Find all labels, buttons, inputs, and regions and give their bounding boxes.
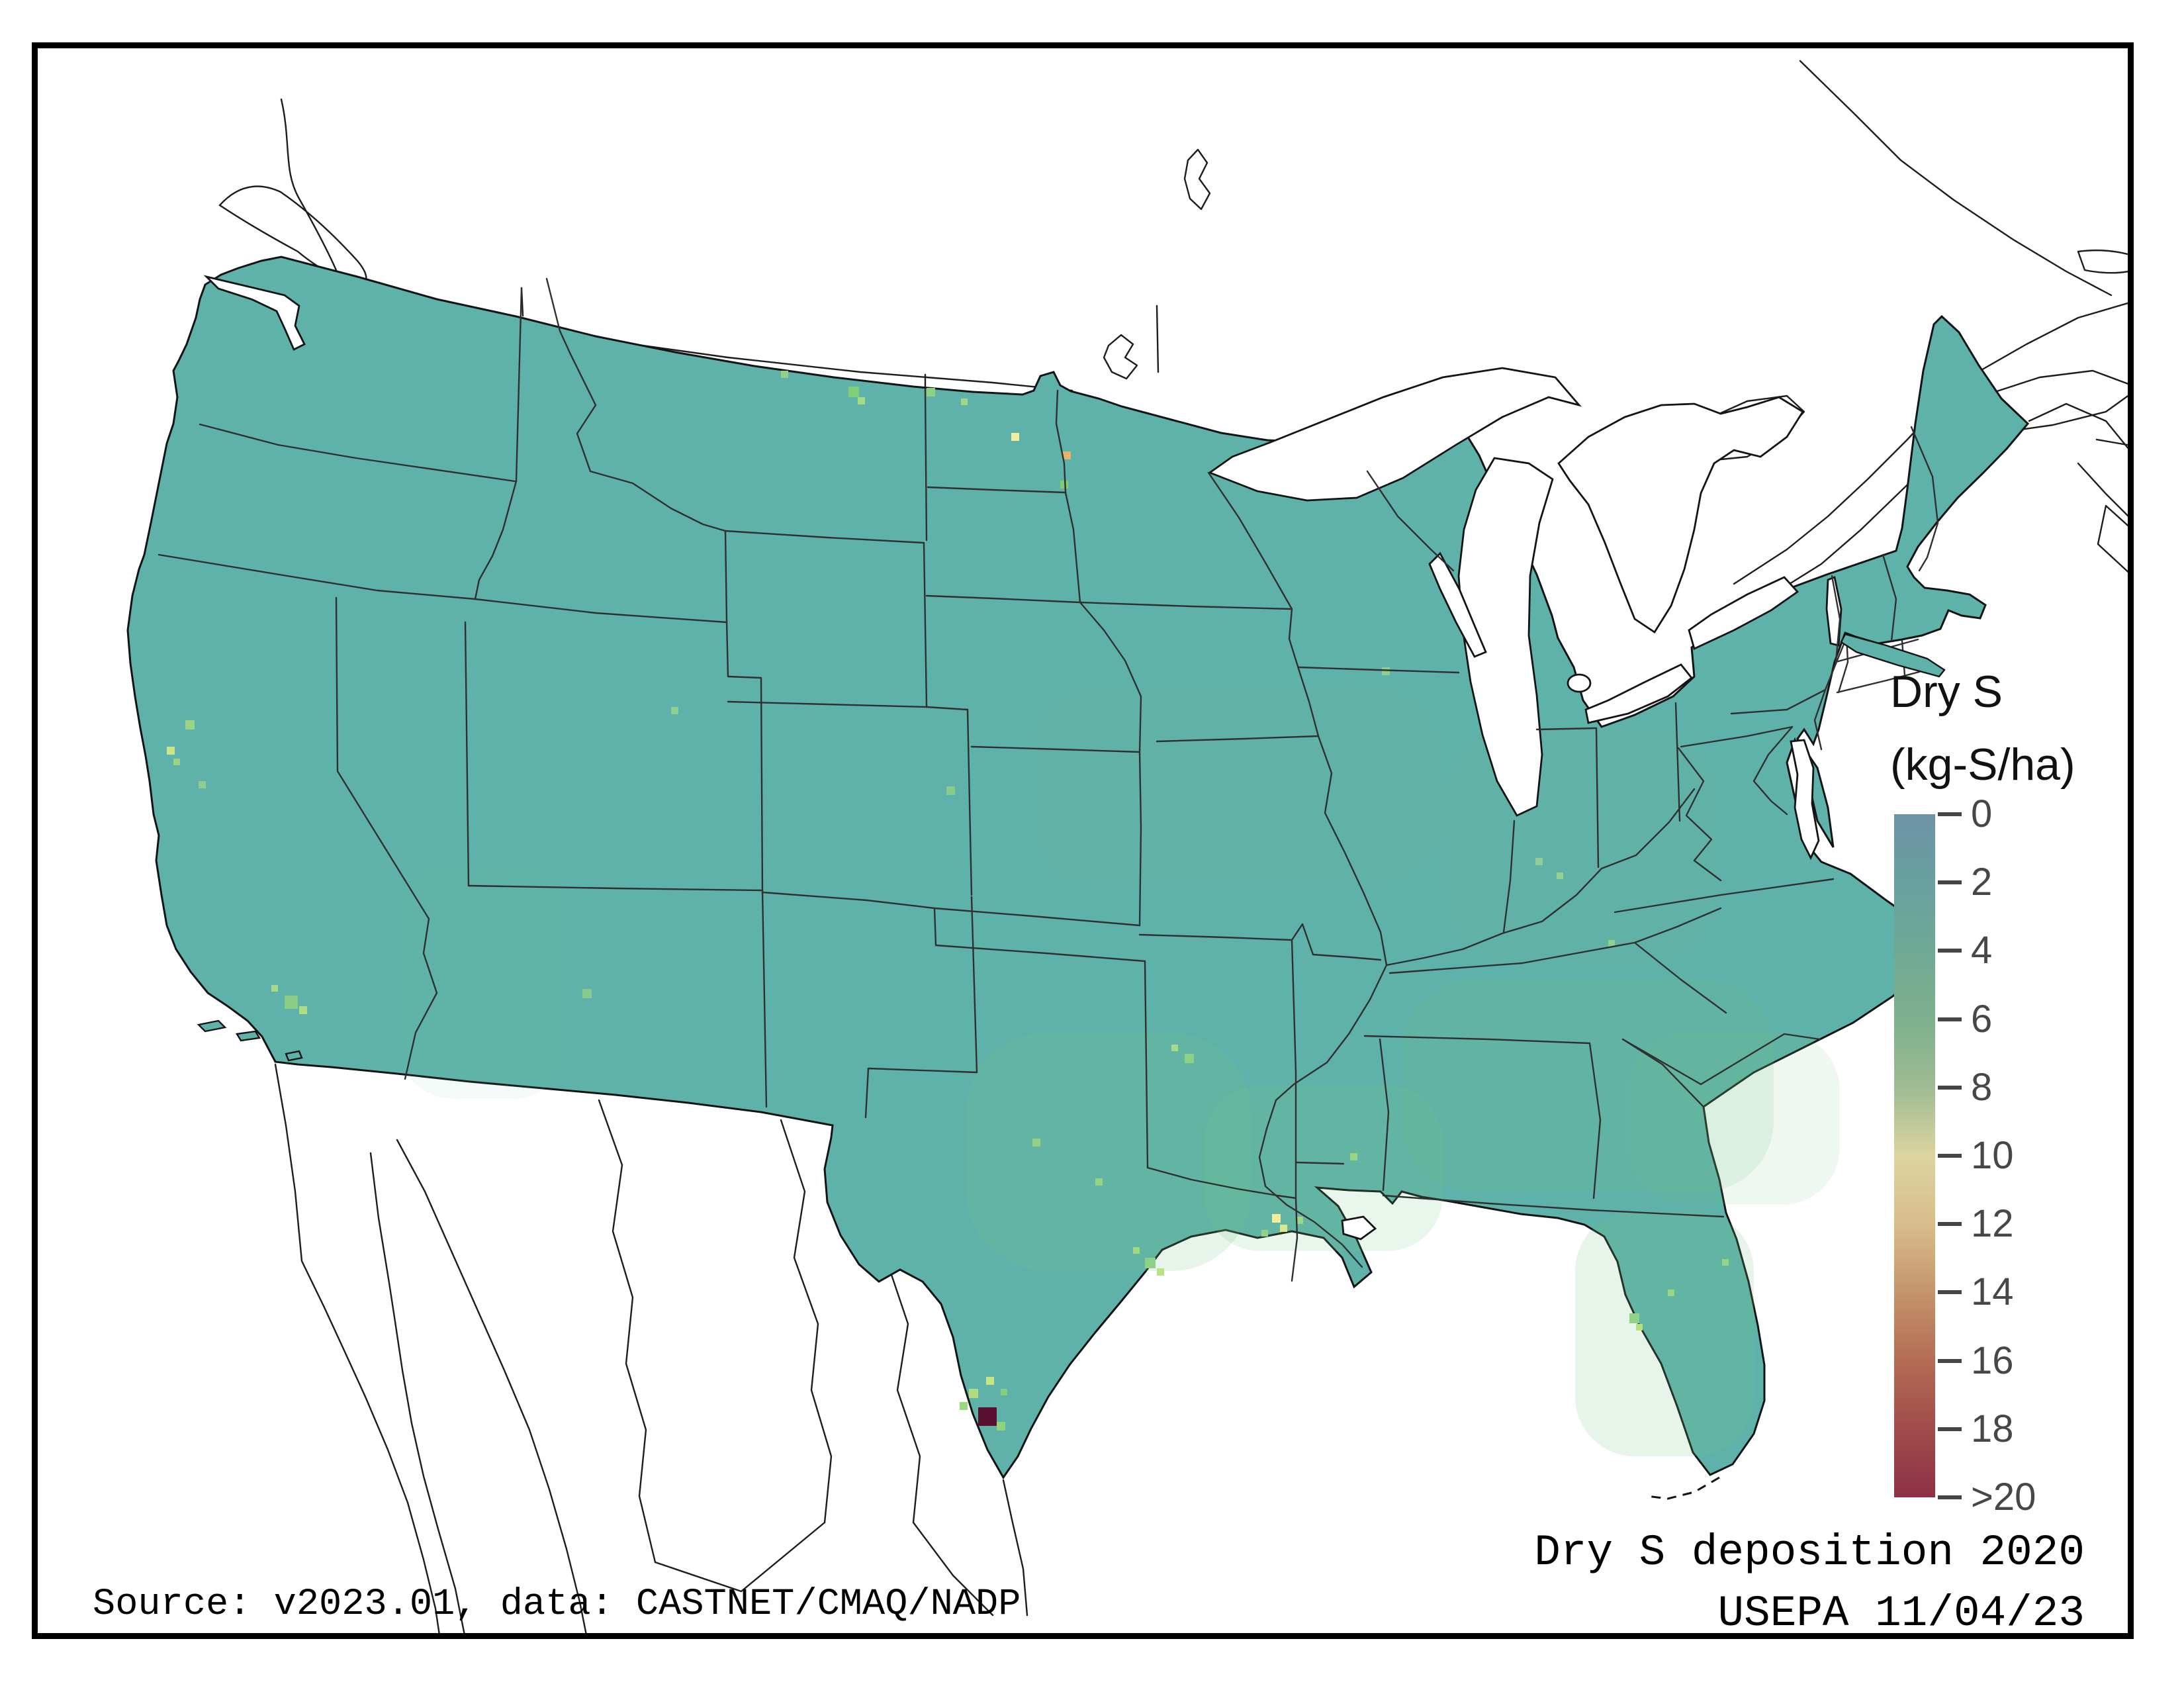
legend-tick-label: 10 <box>1971 1133 2014 1178</box>
legend-tick-mark <box>1938 1154 1962 1158</box>
tint-patch <box>1205 1086 1443 1251</box>
legend-tick-label: 14 <box>1971 1270 2014 1315</box>
legend-tick-mark <box>1938 1222 1962 1226</box>
us-deposition-map <box>0 0 2184 1688</box>
legend-title: Dry S (kg-S/ha) <box>1890 655 2075 801</box>
deposition-cell <box>1668 1289 1674 1296</box>
deposition-cell <box>1535 858 1543 865</box>
legend-title-line2: (kg-S/ha) <box>1890 728 2075 801</box>
legend-tick-mark <box>1938 949 1962 953</box>
tint-patch <box>1032 688 1443 887</box>
agency-date-label: USEPA 11/04/23 <box>1718 1589 2085 1638</box>
legend-tick-mark <box>1938 1495 1962 1499</box>
legend-tick-mark <box>1938 1017 1962 1021</box>
deposition-cell <box>946 786 955 795</box>
legend-tick-mark <box>1938 1290 1962 1294</box>
deposition-cell <box>1032 1139 1040 1147</box>
legend-tick-label: 18 <box>1971 1407 2014 1452</box>
deposition-cell <box>997 1422 1005 1430</box>
deposition-cell <box>960 1402 968 1410</box>
legend-tick-mark <box>1938 880 1962 884</box>
tint-patch <box>1575 1211 1754 1456</box>
deposition-cell <box>1272 1214 1281 1223</box>
deposition-cell <box>781 371 788 378</box>
source-attribution: Source: v2023.01, data: CASTNET/CMAQ/NAD… <box>93 1583 1021 1626</box>
legend-title-line1: Dry S <box>1890 655 2075 728</box>
deposition-cell <box>1185 1054 1194 1063</box>
tint-patch <box>1628 1033 1840 1205</box>
deposition-cell <box>1001 1389 1007 1395</box>
deposition-cell <box>1382 667 1390 675</box>
deposition-cell <box>285 996 298 1009</box>
deposition-cell <box>1261 1230 1268 1237</box>
deposition-cell <box>1063 451 1071 459</box>
legend-tick-label: 2 <box>1971 860 1992 905</box>
deposition-cell <box>1171 1045 1178 1051</box>
legend-tick-label: 12 <box>1971 1201 2014 1246</box>
deposition-cell <box>185 720 195 729</box>
deposition-cell <box>199 781 206 788</box>
deposition-cell <box>1011 433 1019 441</box>
florida-keys-shape <box>1647 1477 1719 1499</box>
legend-tick-mark <box>1938 1359 1962 1363</box>
map-title: Dry S deposition 2020 <box>1534 1528 2085 1577</box>
legend-tick-mark <box>1938 1427 1962 1431</box>
deposition-cell <box>986 1377 994 1385</box>
deposition-cell <box>1350 1153 1357 1160</box>
deposition-cell <box>961 399 968 405</box>
legend-tick-label: 4 <box>1971 928 1992 973</box>
deposition-cell <box>1157 1268 1164 1276</box>
legend-tick-mark <box>1938 1086 1962 1090</box>
lake-st-clair-shape <box>1568 675 1590 692</box>
deposition-cell <box>582 989 592 998</box>
deposition-cell <box>1095 1178 1103 1186</box>
legend-tick-mark <box>1938 812 1962 816</box>
deposition-cell <box>969 1389 978 1398</box>
legend-tick-label: 16 <box>1971 1338 2014 1383</box>
deposition-cell <box>978 1407 997 1426</box>
deposition-cell <box>1280 1225 1287 1232</box>
deposition-cell <box>271 985 278 992</box>
legend-tick-label: 8 <box>1971 1065 1992 1110</box>
deposition-cell <box>858 397 865 404</box>
tint-patch <box>1443 728 1721 966</box>
legend-tick-label: >20 <box>1971 1475 2036 1520</box>
deposition-cell <box>1557 872 1563 879</box>
deposition-cell <box>1636 1324 1643 1331</box>
tint-patch <box>397 861 569 1099</box>
deposition-cell <box>1722 1259 1729 1266</box>
deposition-cell <box>1060 481 1068 489</box>
deposition-cell <box>671 707 678 714</box>
legend-tick-label: 6 <box>1971 997 1992 1042</box>
deposition-cell <box>299 1006 307 1014</box>
deposition-cell <box>927 388 935 397</box>
deposition-cell <box>848 387 859 397</box>
deposition-cell <box>1629 1313 1639 1323</box>
deposition-cell <box>173 759 180 765</box>
deposition-cell <box>1145 1258 1156 1268</box>
legend-colorbar <box>1894 814 1935 1497</box>
legend-tick-label: 0 <box>1971 792 1992 837</box>
deposition-cell <box>1608 940 1615 947</box>
deposition-cell <box>167 747 175 755</box>
deposition-cell <box>1133 1247 1140 1254</box>
